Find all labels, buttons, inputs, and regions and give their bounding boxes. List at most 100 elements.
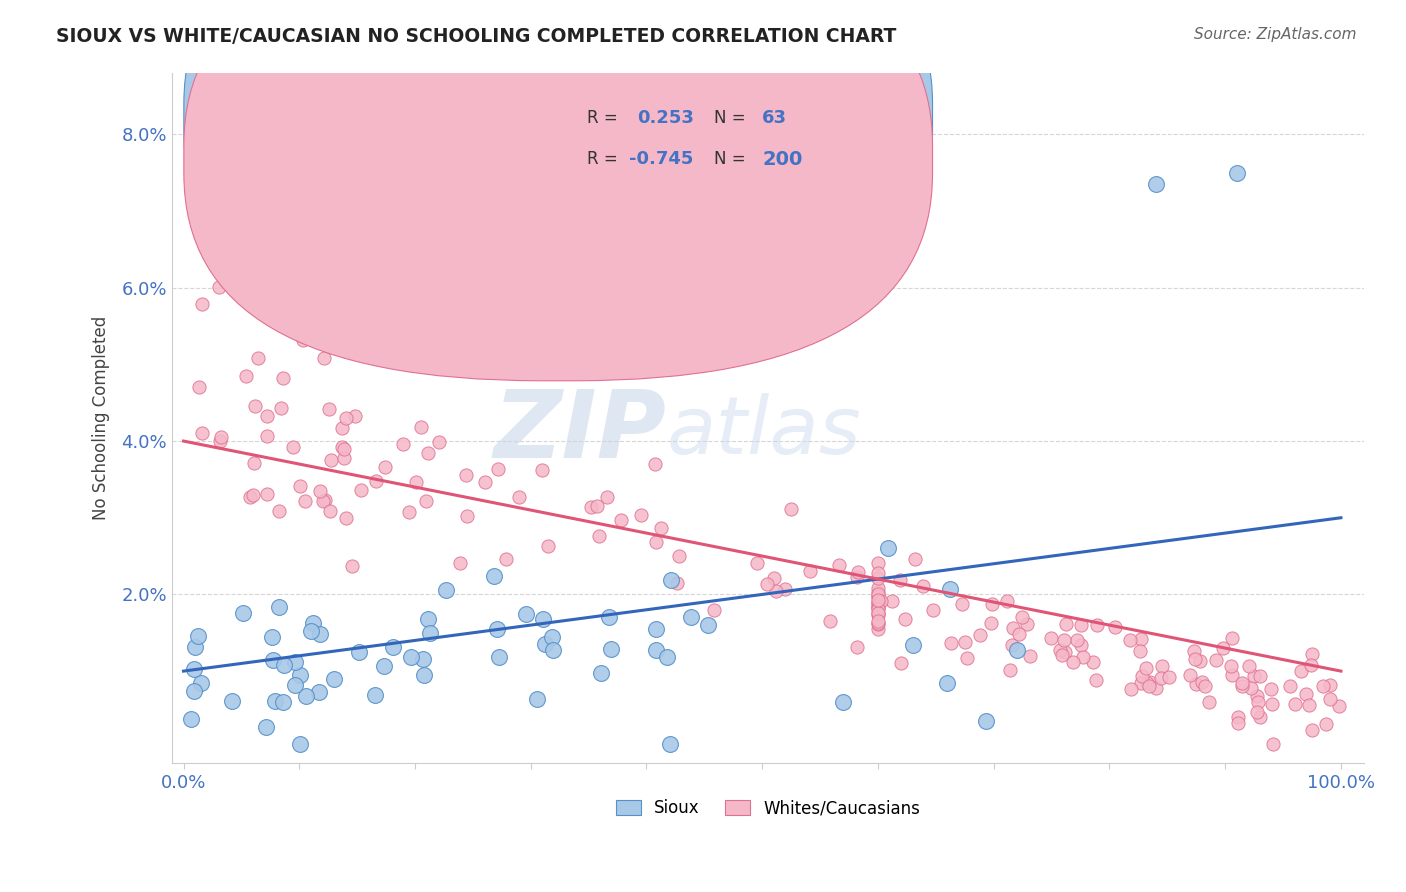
- Point: [644, 535, 666, 549]
- Point: [866, 607, 889, 621]
- FancyBboxPatch shape: [184, 0, 932, 381]
- Point: [183, 684, 205, 698]
- Text: -0.745: -0.745: [628, 150, 693, 169]
- Point: [1083, 655, 1105, 669]
- Point: [363, 688, 385, 702]
- Point: [179, 712, 201, 726]
- Point: [1144, 177, 1167, 191]
- Point: [846, 565, 869, 579]
- Point: [391, 437, 413, 451]
- Point: [398, 505, 420, 519]
- Point: [1246, 690, 1268, 704]
- Point: [515, 607, 537, 621]
- Point: [845, 640, 868, 654]
- Point: [921, 603, 943, 617]
- Point: [703, 602, 725, 616]
- Point: [335, 333, 357, 347]
- Point: [1139, 675, 1161, 690]
- Point: [484, 569, 506, 583]
- Point: [1260, 682, 1282, 697]
- Point: [697, 617, 720, 632]
- Point: [184, 640, 207, 654]
- Point: [335, 411, 357, 425]
- Point: [1249, 669, 1271, 683]
- Point: [866, 590, 889, 604]
- Point: [495, 551, 517, 566]
- Point: [866, 590, 889, 604]
- Point: [1230, 679, 1253, 693]
- Point: [543, 643, 565, 657]
- Point: [333, 442, 356, 457]
- Point: [1008, 627, 1031, 641]
- Point: [1226, 716, 1249, 731]
- Point: [1261, 737, 1284, 751]
- Point: [588, 529, 610, 543]
- Point: [1249, 710, 1271, 724]
- Point: [1327, 698, 1350, 713]
- Point: [409, 420, 432, 434]
- FancyBboxPatch shape: [523, 90, 845, 194]
- Point: [747, 556, 769, 570]
- Point: [456, 508, 478, 523]
- Point: [264, 694, 287, 708]
- Point: [1284, 698, 1306, 712]
- Point: [939, 636, 962, 650]
- Point: [866, 596, 889, 610]
- Point: [269, 504, 291, 518]
- Point: [1062, 655, 1084, 669]
- Point: [818, 614, 841, 628]
- Point: [541, 630, 564, 644]
- Text: R =: R =: [586, 150, 617, 169]
- Point: [271, 371, 294, 385]
- Point: [866, 617, 889, 632]
- Point: [579, 500, 602, 514]
- Point: [644, 643, 666, 657]
- Point: [1002, 621, 1025, 635]
- Point: [665, 576, 688, 591]
- Point: [243, 456, 266, 470]
- Point: [1001, 638, 1024, 652]
- Point: [318, 401, 340, 416]
- Point: [1049, 643, 1071, 657]
- Point: [427, 434, 450, 449]
- Point: [322, 673, 344, 687]
- Point: [284, 678, 307, 692]
- Point: [1220, 631, 1243, 645]
- Point: [262, 302, 284, 317]
- Point: [586, 500, 609, 514]
- Point: [314, 351, 336, 366]
- Point: [1054, 645, 1077, 659]
- Point: [1312, 679, 1334, 693]
- Point: [374, 460, 396, 475]
- Point: [256, 429, 278, 443]
- Point: [935, 676, 957, 690]
- Point: [191, 297, 214, 311]
- Point: [340, 559, 363, 574]
- Point: [418, 612, 440, 626]
- Point: [893, 612, 915, 626]
- Point: [271, 695, 294, 709]
- Point: [526, 691, 548, 706]
- Point: [183, 662, 205, 676]
- Point: [1066, 632, 1088, 647]
- FancyBboxPatch shape: [184, 0, 932, 339]
- Point: [1212, 640, 1234, 655]
- Point: [1015, 617, 1038, 632]
- Point: [330, 421, 353, 435]
- Point: [866, 595, 889, 609]
- Point: [1005, 643, 1028, 657]
- Point: [1130, 676, 1153, 690]
- Point: [312, 494, 335, 508]
- Point: [866, 586, 889, 600]
- Point: [866, 601, 889, 615]
- Point: [299, 624, 322, 639]
- Point: [668, 549, 690, 563]
- Point: [1070, 618, 1092, 632]
- Point: [1295, 687, 1317, 701]
- Point: [399, 650, 422, 665]
- Point: [292, 333, 315, 347]
- Point: [1019, 648, 1042, 663]
- Point: [1230, 676, 1253, 690]
- Point: [1130, 632, 1153, 647]
- Y-axis label: No Schooling Completed: No Schooling Completed: [93, 316, 110, 520]
